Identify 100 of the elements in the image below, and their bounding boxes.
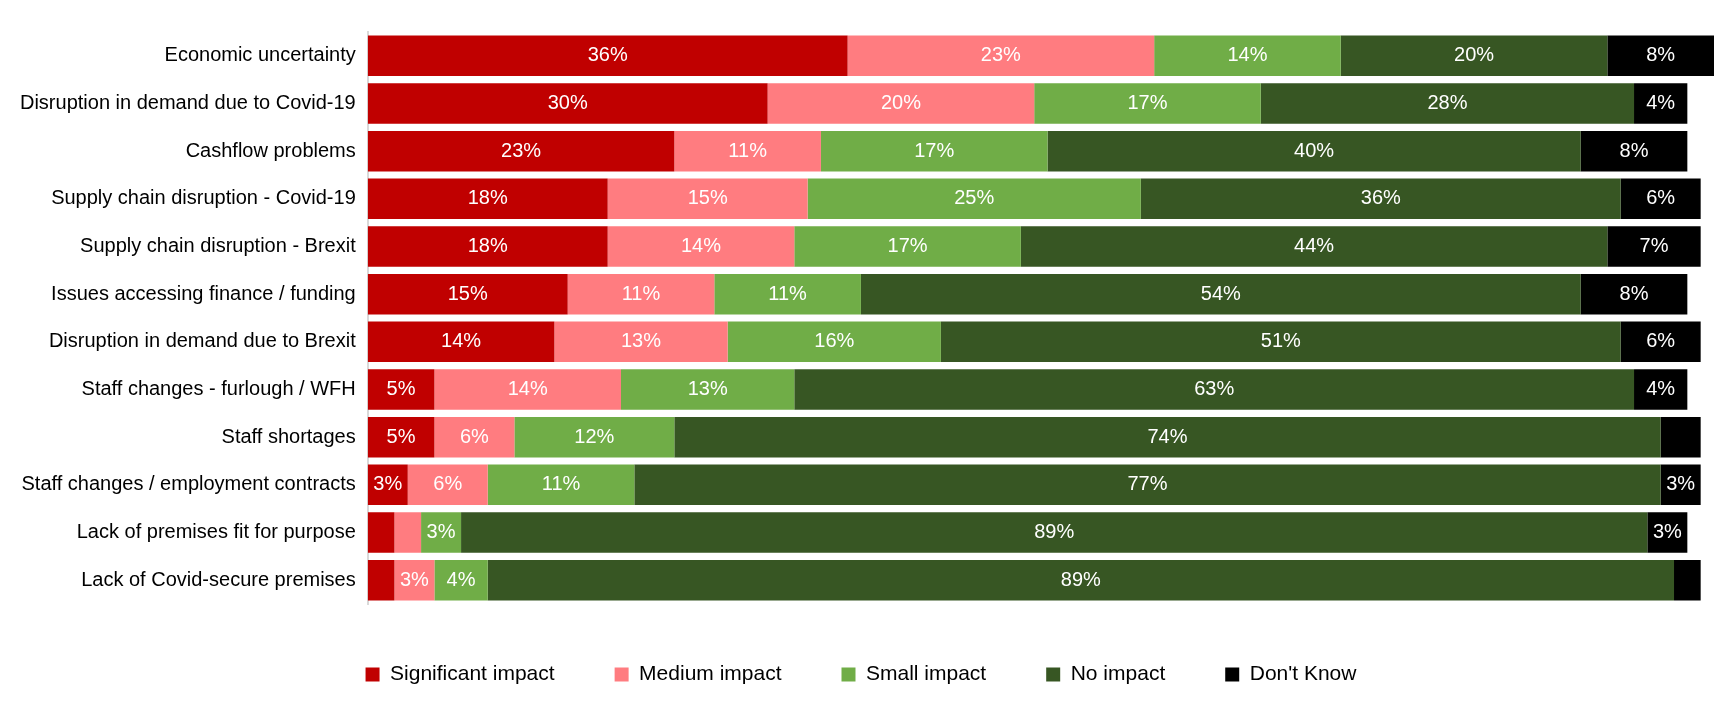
data-label: 20% [1454, 43, 1495, 66]
bar [367, 226, 608, 267]
data-label: 18% [467, 186, 508, 209]
bar [1607, 35, 1714, 77]
data-label: 3% [1652, 520, 1683, 543]
bar [1607, 226, 1701, 267]
bar [487, 559, 1675, 601]
bar [634, 464, 1661, 506]
bar [1580, 273, 1688, 315]
bar [1620, 321, 1701, 363]
data-label: 6% [459, 424, 490, 447]
data-label: 14% [441, 329, 482, 352]
data-label: 18% [467, 234, 508, 257]
bar [367, 512, 395, 553]
data-label: 6% [1646, 329, 1676, 352]
data-label: 14% [507, 377, 548, 400]
data-label: 8% [1619, 138, 1649, 161]
data-label: 5% [386, 377, 416, 400]
data-label: 5% [386, 424, 416, 447]
bar [1620, 178, 1701, 220]
bar [820, 130, 1048, 172]
bar [767, 83, 1035, 124]
data-label: 20% [880, 91, 922, 114]
bar [1020, 226, 1608, 267]
bar [1660, 416, 1701, 458]
bar [794, 226, 1021, 267]
bar [1047, 130, 1581, 172]
bar [940, 321, 1621, 363]
bar [367, 559, 395, 601]
bar [434, 369, 622, 410]
data-label: 89% [1034, 520, 1075, 543]
data-label: 36% [1360, 186, 1401, 209]
bar [847, 35, 1155, 77]
data-label: 14% [1227, 43, 1268, 66]
data-label: 36% [587, 43, 628, 66]
y-tick-label: Issues accessing finance / funding [51, 281, 356, 304]
bar [1140, 178, 1621, 220]
data-label: 13% [620, 329, 662, 352]
bar [461, 512, 1648, 553]
bar [367, 178, 608, 220]
data-label: 4% [1646, 377, 1676, 400]
bar [434, 559, 488, 601]
bar [367, 369, 435, 410]
data-label: 11% [728, 138, 768, 161]
data-label: 28% [1427, 91, 1468, 114]
y-tick-label: Staff changes / employment contracts [21, 472, 356, 495]
data-label: 23% [980, 43, 1022, 66]
bar [714, 273, 861, 315]
y-tick-label: Supply chain disruption - Covid-19 [51, 186, 356, 209]
bar [1340, 35, 1608, 77]
data-label: 8% [1619, 281, 1649, 304]
data-label: 54% [1200, 281, 1242, 304]
data-label: 15% [447, 281, 488, 304]
legend-label: Don't Know [1249, 661, 1358, 685]
legend-label: Medium impact [639, 661, 782, 685]
bar [554, 321, 728, 363]
data-label: 3% [373, 472, 403, 495]
y-tick-label: Supply chain disruption - Brexit [80, 234, 357, 257]
data-label: 40% [1294, 138, 1335, 161]
data-label: 4% [446, 567, 476, 590]
bar [367, 273, 568, 315]
y-tick-label: Disruption in demand due to Covid-19 [19, 91, 356, 114]
bar [1634, 369, 1688, 410]
data-label: 15% [687, 186, 728, 209]
y-tick-label: Cashflow problems [185, 138, 356, 161]
data-label: 17% [914, 138, 955, 161]
bar [674, 416, 1661, 458]
data-label: 89% [1060, 567, 1102, 590]
legend-label: No impact [1070, 661, 1166, 685]
y-tick-label: Staff changes - furlough / WFH [81, 377, 356, 400]
bar [860, 273, 1581, 315]
data-label: 4% [1646, 91, 1676, 114]
data-label: 6% [1646, 186, 1676, 209]
bar [727, 321, 941, 363]
data-label: 7% [1639, 234, 1669, 257]
bar [1674, 559, 1701, 601]
data-label: 6% [433, 472, 463, 495]
bar [621, 369, 795, 410]
bar [674, 130, 821, 172]
data-label: 11% [768, 281, 808, 304]
y-tick-label: Economic uncertainty [164, 43, 356, 66]
data-label: 12% [574, 424, 615, 447]
data-label: 23% [501, 138, 542, 161]
y-tick-label: Staff shortages [221, 424, 356, 447]
data-label: 25% [954, 186, 995, 209]
y-tick-label: Disruption in demand due to Brexit [48, 329, 357, 352]
data-label: 14% [680, 234, 722, 257]
bar [367, 83, 768, 124]
data-label: 17% [887, 234, 928, 257]
data-label: 11% [541, 472, 581, 495]
bar [367, 416, 435, 458]
bar [514, 416, 675, 458]
y-tick-label: Lack of Covid-secure premises [81, 567, 356, 590]
data-label: 77% [1127, 472, 1168, 495]
data-label: 3% [426, 520, 456, 543]
bar [367, 130, 675, 172]
bar [607, 226, 795, 267]
bar [407, 464, 488, 506]
data-label: 8% [1646, 43, 1676, 66]
bar [367, 321, 555, 363]
